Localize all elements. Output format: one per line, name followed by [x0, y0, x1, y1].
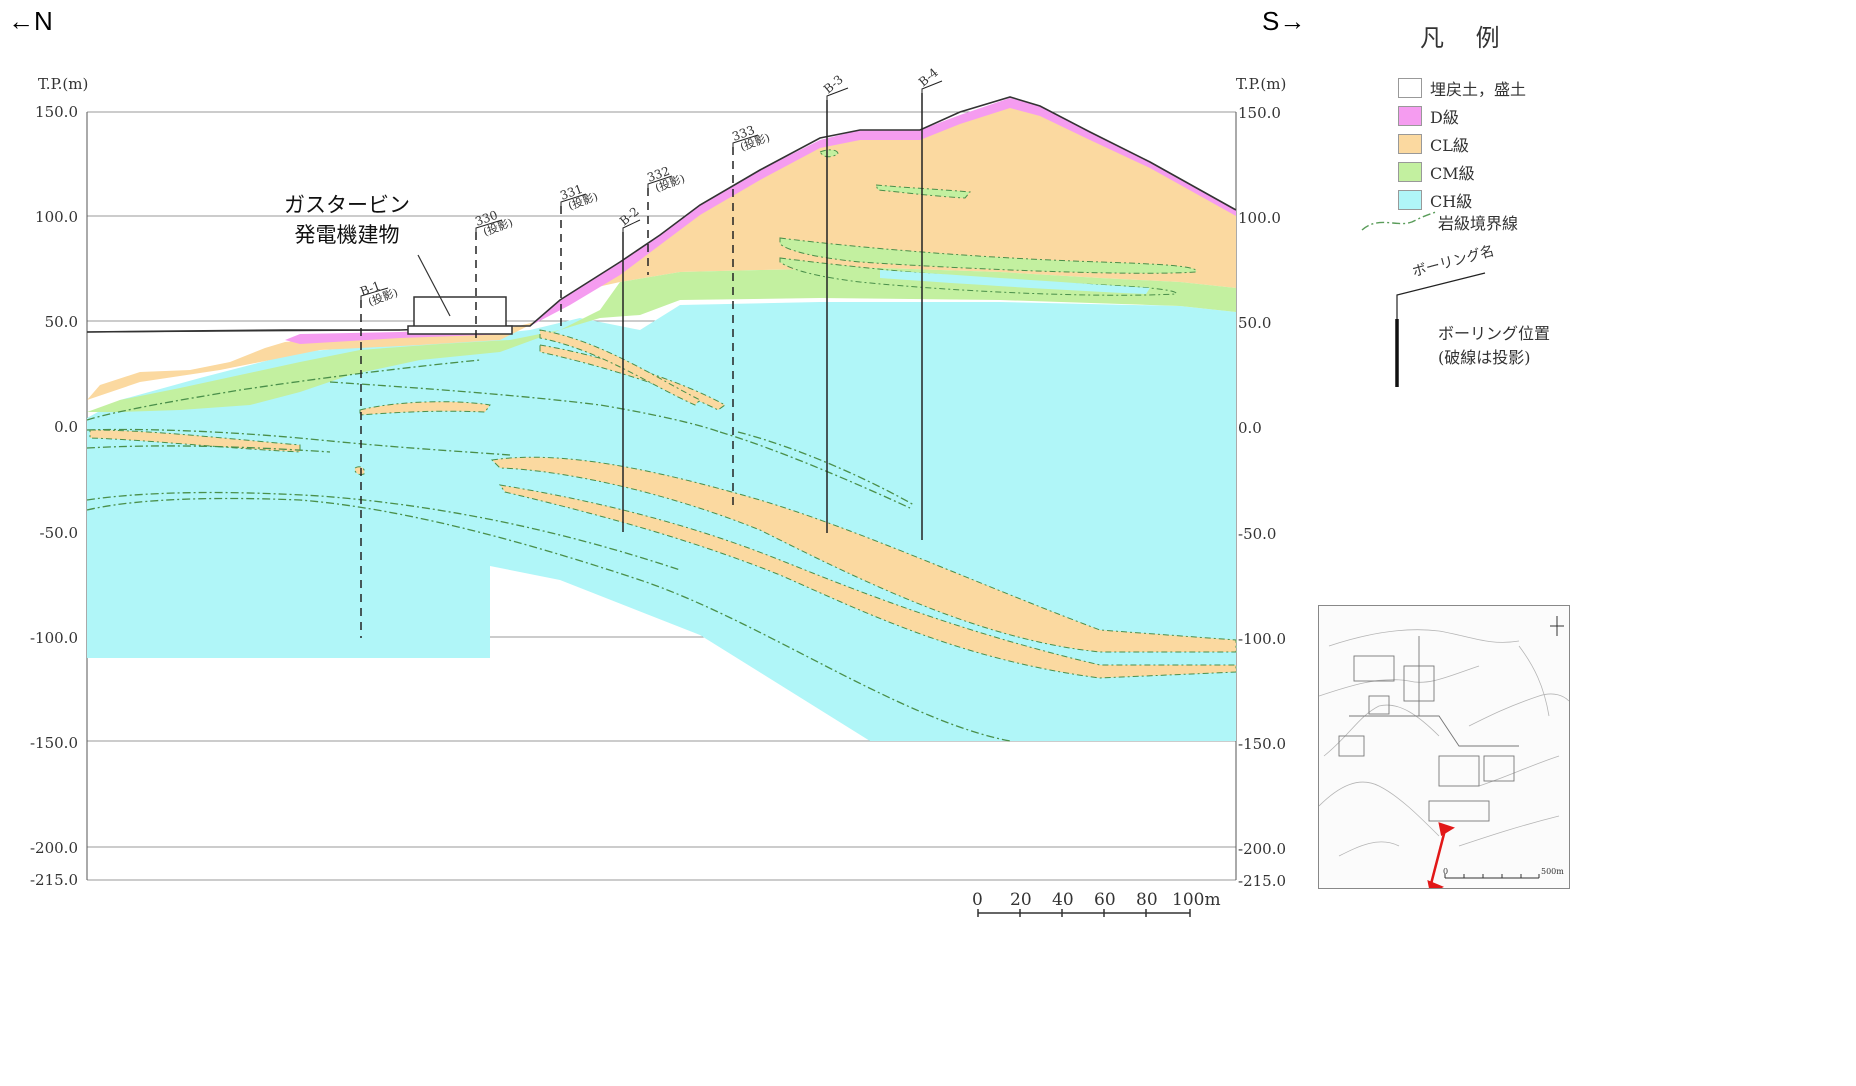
minimap-drawing: 0 500m [1319, 616, 1569, 888]
left-tick-label: -150.0 [29, 734, 78, 752]
left-tick-label: -100.0 [29, 629, 78, 647]
west-ground-line [86, 329, 401, 333]
rock-boundary-lines [86, 359, 1011, 742]
left-tick-label: -215.0 [29, 871, 78, 889]
cl-class-zone-upper [87, 102, 1236, 400]
minimap-scale-end: 500m [1541, 867, 1564, 876]
legend-item-d-class: D級 [1398, 104, 1526, 128]
right-tick-label: -100.0 [1238, 630, 1287, 648]
left-tick-label: -50.0 [39, 524, 78, 542]
south-direction: S→ [1262, 6, 1306, 36]
minimap-scale [1444, 874, 1540, 879]
scale-label: 40 [1052, 890, 1074, 910]
legend-swatch [1398, 162, 1422, 182]
left-tick-label: 150.0 [35, 103, 78, 121]
left-tick-label: 100.0 [35, 208, 78, 226]
right-tick-label: 0.0 [1238, 419, 1262, 437]
cm-class-zone-main [87, 268, 1236, 412]
legend-item-cl-class: CL級 [1398, 132, 1526, 156]
legend-list: 埋戻土，盛土 D級 CL級 CM級 CH級 [1398, 76, 1526, 212]
borehole-label-333: 333 (投影) [730, 119, 771, 155]
legend-swatch [1398, 190, 1422, 210]
borehole-label-b4: B-4 [916, 65, 941, 89]
axis-title-left: T.P.(m) [38, 75, 89, 93]
scale-label: 0 [972, 890, 983, 910]
axis-title-right: T.P.(m) [1236, 75, 1287, 93]
legend-swatch [1398, 134, 1422, 154]
building-leader-line [417, 254, 451, 317]
section-line-marker [1427, 822, 1455, 888]
right-tick-label: -215.0 [1238, 872, 1287, 890]
scale-bar [977, 909, 1191, 917]
gas-turbine-building [407, 296, 513, 335]
building-label-line1: ガスタービン [284, 193, 410, 217]
right-tick-label: -150.0 [1238, 735, 1287, 753]
legend-item-ch-class: CH級 [1398, 188, 1526, 212]
left-tick-label: 0.0 [54, 418, 78, 436]
building-label: ガスタービン 発電機建物 [272, 190, 422, 250]
ch-lens-upper [880, 270, 1150, 294]
borehole-label-331: 331 (投影) [558, 178, 599, 214]
scale-label: 60 [1094, 890, 1116, 910]
legend-title: 凡 例 [1420, 24, 1512, 52]
borehole-label-332: 332 (投影) [645, 160, 686, 196]
boundary-line-sample [1361, 211, 1437, 231]
scale-label: 80 [1136, 890, 1158, 910]
legend-swatch [1398, 106, 1422, 126]
right-tick-label: -50.0 [1238, 525, 1277, 543]
north-direction: ←N [8, 6, 53, 36]
north-arrow [1550, 616, 1564, 636]
borehole-lines [360, 93, 923, 638]
borehole-label-b2: B-2 [617, 204, 642, 228]
scale-label: 20 [1010, 890, 1032, 910]
boundary-line-label: 岩級境界線 [1438, 214, 1519, 233]
boring-symbol [1395, 272, 1486, 387]
legend-swatch [1398, 78, 1422, 98]
left-tick-label: -200.0 [29, 839, 78, 857]
legend-item-backfill: 埋戻土，盛土 [1398, 76, 1526, 100]
geologic-cross-section: B-1 (投影) 330 (投影) 331 (投影) 332 (投影) 333 … [86, 65, 1237, 917]
borehole-label-leaders [360, 80, 943, 300]
legend-item-cm-class: CM級 [1398, 160, 1526, 184]
right-tick-label: -200.0 [1238, 840, 1287, 858]
right-tick-label: 50.0 [1238, 314, 1272, 332]
left-tick-label: 50.0 [44, 313, 78, 331]
cl-lenses [89, 329, 1237, 679]
borehole-label-b1: B-1 (投影) [358, 274, 399, 310]
location-minimap: 0 500m [1318, 605, 1570, 889]
building-label-line2: 発電機建物 [294, 223, 400, 247]
boring-position-label: ボーリング位置 (破線は投影) [1438, 324, 1551, 367]
right-tick-label: 100.0 [1238, 209, 1281, 227]
right-tick-label: 150.0 [1238, 104, 1281, 122]
borehole-label-330: 330 (投影) [473, 204, 514, 240]
borehole-label-b3: B-3 [821, 72, 846, 96]
scale-label: 100m [1172, 890, 1221, 910]
minimap-scale-zero: 0 [1443, 867, 1448, 876]
